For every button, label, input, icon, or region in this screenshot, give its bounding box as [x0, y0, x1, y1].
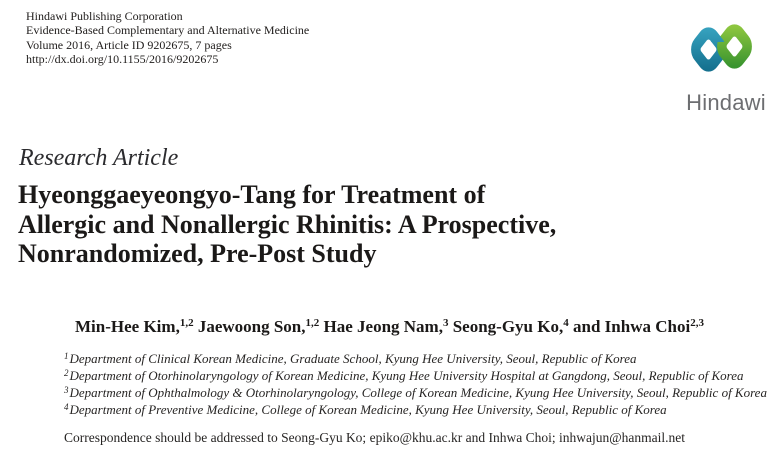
- affiliation-line: 1Department of Clinical Korean Medicine,…: [64, 351, 637, 366]
- article-title-line: Allergic and Nonallergic Rhinitis: A Pro…: [18, 209, 557, 239]
- doi-link[interactable]: http://dx.doi.org/10.1155/2016/9202675: [26, 52, 219, 67]
- hindawi-logo: Hindawi: [682, 12, 770, 114]
- author-name: Jaewoong Son: [197, 317, 302, 336]
- author-name: Seong-Gyu Ko: [452, 317, 559, 336]
- affiliations-block: 1Department of Clinical Korean Medicine,…: [64, 351, 767, 419]
- author: Min-Hee Kim,1,2: [75, 317, 194, 336]
- journal-name: Evidence-Based Complementary and Alterna…: [26, 23, 310, 38]
- correspondence-text: Correspondence should be addressed to Se…: [64, 430, 370, 445]
- author-affiliation-sup: 1,2: [305, 317, 320, 329]
- correspondence-line: Correspondence should be addressed to Se…: [64, 429, 685, 446]
- author: Hae Jeong Nam,3: [323, 317, 449, 336]
- affiliation-line: 3Department of Ophthalmology & Otorhinol…: [64, 384, 767, 400]
- research-article-label: Research Article: [19, 145, 179, 171]
- author-name: Inhwa Choi: [604, 317, 691, 336]
- volume-line: Volume 2016, Article ID 9202675, 7 pages: [26, 37, 232, 52]
- authors-line: Min-Hee Kim,1,2 Jaewoong Son,1,2 Hae Jeo…: [75, 316, 704, 337]
- author-affiliation-sup: 1,2: [179, 317, 194, 329]
- author-name: Hae Jeong Nam: [323, 317, 439, 336]
- correspondence-text: and Inhwa Choi;: [462, 430, 559, 445]
- hindawi-logo-icon: [691, 24, 752, 72]
- affiliation-line: 2Department of Otorhinolaryngology of Ko…: [64, 367, 744, 383]
- hindawi-wordmark: Hindawi: [686, 90, 766, 115]
- author: Jaewoong Son,1,2: [197, 317, 320, 336]
- article-title-line: Hyeonggaeyeongyo-Tang for Treatment of: [18, 180, 486, 209]
- publisher-line: Hindawi Publishing Corporation: [26, 9, 183, 23]
- author-affiliation-sup: 4: [563, 317, 569, 329]
- article-title: Hyeonggaeyeongyo-Tang for Treatment of A…: [18, 180, 556, 269]
- author-affiliation-sup: 2,3: [690, 317, 704, 329]
- correspondence-email-ko[interactable]: epiko@khu.ac.kr: [369, 430, 463, 445]
- affiliation-line: 4Department of Preventive Medicine, Coll…: [64, 401, 667, 417]
- author-name: Min-Hee Kim: [75, 317, 176, 336]
- article-title-line: Nonrandomized, Pre-Post Study: [18, 239, 377, 268]
- author: and Inhwa Choi2,3: [573, 317, 704, 336]
- author: Seong-Gyu Ko,4: [452, 317, 569, 336]
- author-affiliation-sup: 3: [442, 317, 449, 329]
- publication-info-block: Hindawi Publishing Corporation Evidence-…: [26, 9, 309, 67]
- correspondence-email-choi[interactable]: inhwajun@hanmail.net: [558, 430, 686, 445]
